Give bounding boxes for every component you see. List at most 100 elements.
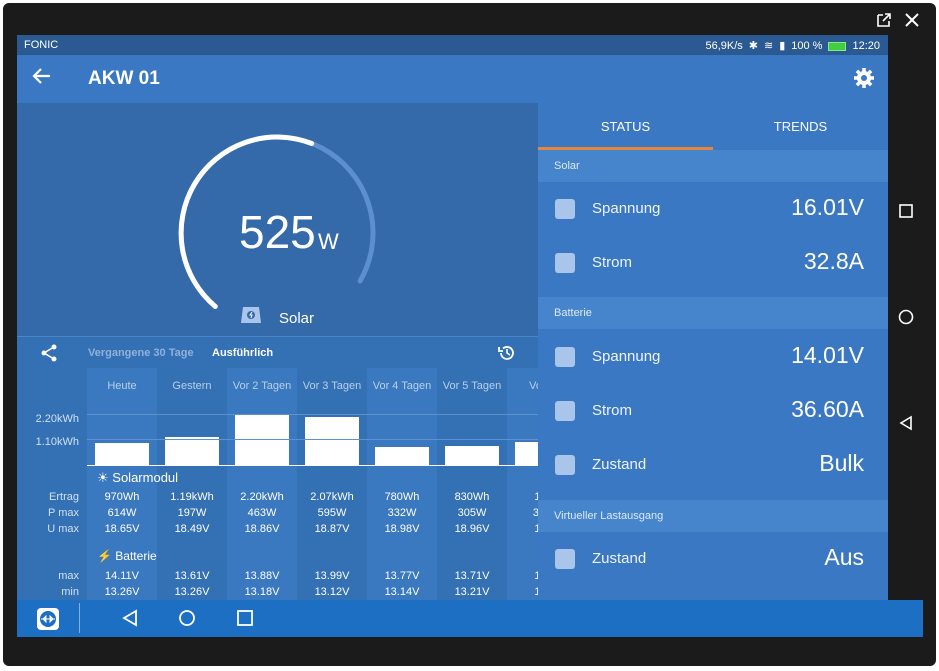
cell-pmax: 305W <box>457 507 487 519</box>
chart-gridline <box>87 439 538 440</box>
cell-pmax: 197W <box>177 507 207 519</box>
column-header: Vor 5 Tagen <box>442 380 502 392</box>
section-head-solar: Solar <box>538 150 888 182</box>
history-column: Heute 970Wh 614W 18.65V 14.11V 13.26V <box>87 368 157 637</box>
cell-pmax: 595W <box>317 507 347 519</box>
yield-bar <box>375 446 429 465</box>
load-state-value: Aus <box>824 544 864 570</box>
solar-current-value: 32.8A <box>803 248 864 274</box>
row-label-ertrag: Ertrag <box>49 491 79 503</box>
tab-last-30-days[interactable]: Vergangene 30 Tage <box>88 347 194 359</box>
cell-ertrag: 2.07kWh <box>310 491 354 503</box>
battery-state-value: Bulk <box>819 450 864 476</box>
back-arrow-icon[interactable] <box>31 65 55 89</box>
history-column: Gestern 1.19kWh 197W 18.49V 13.61V 13.26V <box>157 368 227 637</box>
page-title: AKW 01 <box>88 68 160 89</box>
home-icon[interactable] <box>177 608 197 628</box>
solar-voltage-icon <box>555 199 575 219</box>
recent-apps-icon[interactable] <box>235 608 255 628</box>
history-icon[interactable] <box>497 343 517 363</box>
cell-umax: 18.96V <box>454 523 490 535</box>
battery-voltage-row: Spannung 14.01V <box>538 330 888 384</box>
state-dots-icon <box>555 549 575 569</box>
wifi-icon: ≋ <box>763 40 774 52</box>
chart-baseline <box>87 465 538 466</box>
cell-bmin: 13.18V <box>244 586 280 598</box>
cell-pmax: 332W <box>387 507 417 519</box>
back-triangle-icon[interactable] <box>120 608 140 628</box>
history-toolbar: Vergangene 30 Tage Ausführlich <box>17 336 538 368</box>
row-label-min: min <box>61 586 79 598</box>
tab-status[interactable]: STATUS <box>600 119 651 134</box>
column-header: Heute <box>107 380 137 392</box>
history-column: Vor 6 1.0 322 18. 13. 13. <box>507 368 538 637</box>
yield-bar <box>305 417 359 465</box>
android-status-bar: FONIC 56,9K/s ✱ ≋ ▮ 100 % 12:20 <box>17 35 888 55</box>
column-header: Vor 2 Tagen <box>232 380 292 392</box>
tab-trends[interactable]: TRENDS <box>773 119 828 134</box>
solar-current-row: Strom 32.8A <box>538 236 888 290</box>
cell-umax: 18.87V <box>314 523 350 535</box>
cell-bmax: 13.61V <box>174 570 210 582</box>
cell-bmax: 13.77V <box>384 570 420 582</box>
yield-bar <box>95 442 149 465</box>
share-icon[interactable] <box>39 343 59 363</box>
status-panel: STATUS TRENDS Solar Spannung 16.01V Stro… <box>538 103 888 637</box>
back-triangle-icon[interactable] <box>898 415 914 431</box>
yield-bar <box>165 437 219 465</box>
row-label-umax: U max <box>47 523 79 535</box>
cell-bmin: 13.21V <box>454 586 490 598</box>
gear-icon[interactable] <box>852 66 876 90</box>
recent-apps-icon[interactable] <box>898 203 914 219</box>
solar-current-label: Strom <box>592 254 633 271</box>
cell-bmin: 13. <box>534 586 538 598</box>
cell-pmax: 322 <box>532 507 538 519</box>
state-dots-icon <box>555 455 575 475</box>
section-battery: ⚡ Batterie <box>97 549 157 563</box>
power-unit: W <box>318 229 339 254</box>
solar-voltage-row: Spannung 16.01V <box>538 182 888 236</box>
active-tab-indicator <box>538 147 713 150</box>
overview-panel: 525 W Solar Vergangene 30 Tage Ausführli… <box>17 103 538 637</box>
battery-current-label: Strom <box>592 402 633 419</box>
battery-icon <box>828 42 847 51</box>
teamviewer-icon[interactable] <box>37 608 59 630</box>
external-link-icon[interactable] <box>875 12 893 30</box>
sun-icon: ☀ <box>97 470 109 485</box>
yield-bar <box>515 441 538 465</box>
cell-bmin: 13.26V <box>174 586 210 598</box>
cell-umax: 18. <box>534 523 538 535</box>
cell-ertrag: 1.0 <box>534 491 538 503</box>
power-value: 525 <box>239 206 316 258</box>
section-head-load: Virtueller Lastausgang <box>538 500 888 532</box>
cell-bmin: 13.14V <box>384 586 420 598</box>
section-battery-label: Batterie <box>115 549 157 563</box>
load-state-row: Zustand Aus <box>538 532 888 586</box>
history-table: 2.20kWh 1.10kWh Ertrag P max U max max m… <box>17 368 538 637</box>
history-column: Vor 2 Tagen 2.20kWh 463W 18.86V 13.88V 13.18V <box>227 368 297 637</box>
history-column: Vor 3 Tagen 2.07kWh 595W 18.87V 13.99V 13.12V <box>297 368 367 637</box>
cell-umax: 18.65V <box>104 523 140 535</box>
history-column: Vor 4 Tagen 780Wh 332W 18.98V 13.77V 13.14V <box>367 368 437 637</box>
solar-voltage-value: 16.01V <box>791 194 864 220</box>
cell-bmin: 13.26V <box>104 586 140 598</box>
power-gauge: 525 W Solar <box>17 103 538 336</box>
carrier-label: FONIC <box>24 39 59 51</box>
battery-voltage-value: 14.01V <box>791 342 864 368</box>
app-bar: AKW 01 <box>17 55 888 103</box>
battery-percent: 100 % <box>791 39 823 52</box>
close-icon[interactable] <box>903 12 921 30</box>
gauge-label: Solar <box>279 310 315 327</box>
row-label-pmax: P max <box>48 507 79 519</box>
bluetooth-icon: ✱ <box>748 40 758 52</box>
home-icon[interactable] <box>898 309 914 325</box>
battery-voltage-label: Spannung <box>592 348 661 365</box>
cell-bmax: 14.11V <box>104 570 140 582</box>
cell-bmax: 13.71V <box>454 570 490 582</box>
battery-state-label: Zustand <box>592 456 647 473</box>
tab-detailed[interactable]: Ausführlich <box>212 347 274 359</box>
network-speed: 56,9K/s <box>705 39 743 52</box>
cell-ertrag: 970Wh <box>104 491 140 503</box>
y-axis-label-mid: 1.10kWh <box>35 436 79 448</box>
